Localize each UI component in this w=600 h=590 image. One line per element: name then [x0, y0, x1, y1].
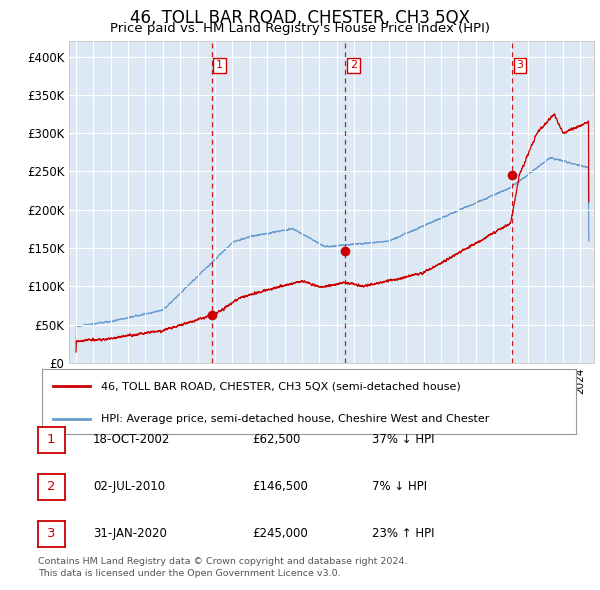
Text: 1: 1	[47, 433, 56, 446]
Text: 23% ↑ HPI: 23% ↑ HPI	[372, 527, 434, 540]
Text: Price paid vs. HM Land Registry's House Price Index (HPI): Price paid vs. HM Land Registry's House …	[110, 22, 490, 35]
Text: 37% ↓ HPI: 37% ↓ HPI	[372, 433, 434, 446]
Text: 2: 2	[350, 60, 357, 70]
Text: 31-JAN-2020: 31-JAN-2020	[93, 527, 167, 540]
Text: 02-JUL-2010: 02-JUL-2010	[93, 480, 165, 493]
Text: £62,500: £62,500	[252, 433, 301, 446]
Text: 3: 3	[516, 60, 523, 70]
Text: 46, TOLL BAR ROAD, CHESTER, CH3 5QX: 46, TOLL BAR ROAD, CHESTER, CH3 5QX	[130, 9, 470, 27]
Text: 3: 3	[47, 527, 56, 540]
Text: 46, TOLL BAR ROAD, CHESTER, CH3 5QX (semi-detached house): 46, TOLL BAR ROAD, CHESTER, CH3 5QX (sem…	[101, 381, 460, 391]
Text: 2: 2	[47, 480, 56, 493]
Text: Contains HM Land Registry data © Crown copyright and database right 2024.
This d: Contains HM Land Registry data © Crown c…	[38, 557, 407, 578]
Text: HPI: Average price, semi-detached house, Cheshire West and Chester: HPI: Average price, semi-detached house,…	[101, 414, 489, 424]
Text: £245,000: £245,000	[252, 527, 308, 540]
Text: £146,500: £146,500	[252, 480, 308, 493]
Text: 7% ↓ HPI: 7% ↓ HPI	[372, 480, 427, 493]
Text: 1: 1	[216, 60, 223, 70]
Text: 18-OCT-2002: 18-OCT-2002	[93, 433, 170, 446]
